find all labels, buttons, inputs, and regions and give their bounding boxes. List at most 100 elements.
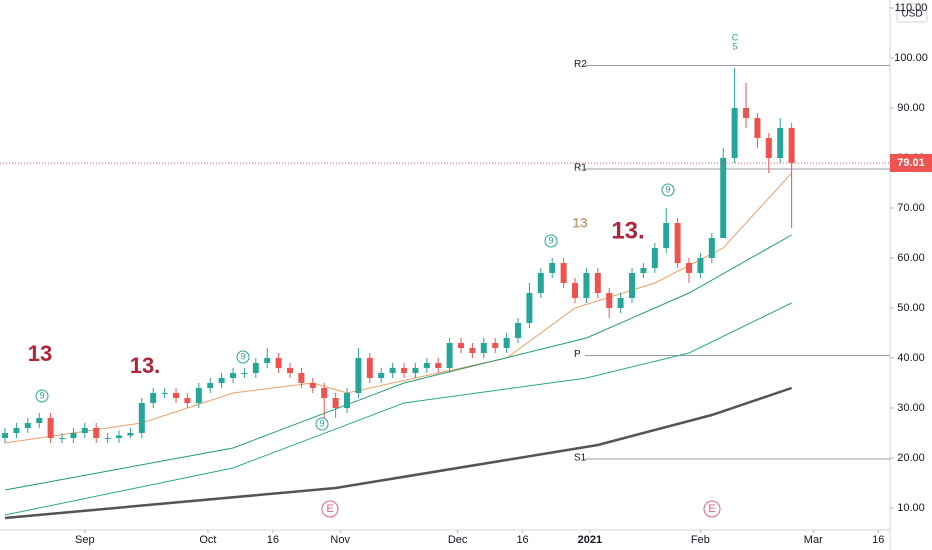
x-tick-label: Oct xyxy=(199,534,216,546)
candle-body xyxy=(777,128,784,158)
annotation: 9 xyxy=(240,351,245,361)
candle-body xyxy=(184,398,191,403)
annotation-circle xyxy=(35,389,49,403)
y-tick-label: 20.00 xyxy=(897,452,925,464)
last-price-label: 79.01 xyxy=(897,157,925,169)
pivot-label: P xyxy=(574,349,581,360)
candle-body xyxy=(207,383,214,388)
candle-body xyxy=(264,358,271,363)
candle-body xyxy=(127,433,134,436)
candle-body xyxy=(332,398,339,408)
candle-body xyxy=(480,343,487,353)
candle-body xyxy=(606,293,613,308)
candle-body xyxy=(492,343,499,348)
candle-body xyxy=(720,158,727,238)
candle-body xyxy=(230,373,237,378)
y-tick-label: 60.00 xyxy=(897,252,925,264)
candle-body xyxy=(321,388,328,398)
candle-body xyxy=(287,368,294,373)
currency-box[interactable] xyxy=(896,3,928,23)
annotation-circle xyxy=(321,500,339,518)
annotation: 9 xyxy=(319,418,324,428)
x-tick-label: Feb xyxy=(691,534,710,546)
candle-body xyxy=(594,273,601,293)
candle-body xyxy=(423,363,430,368)
annotation: 13 xyxy=(28,341,52,366)
candle-body xyxy=(617,298,624,308)
candle-body xyxy=(218,378,225,383)
candle-body xyxy=(469,348,476,353)
candle-body xyxy=(663,223,670,248)
candle-body xyxy=(104,438,111,439)
candle-body xyxy=(150,393,157,403)
candle-body xyxy=(81,428,88,433)
pivot-label: R1 xyxy=(574,163,587,174)
candle-body xyxy=(195,388,202,403)
candle-body xyxy=(651,248,658,268)
moving-average xyxy=(4,386,793,520)
annotation: 9 xyxy=(665,184,670,194)
annotation-circle xyxy=(661,183,675,197)
candle-body xyxy=(765,138,772,158)
candle-body xyxy=(298,373,305,383)
annotation-circle xyxy=(703,500,721,518)
annotation: E xyxy=(708,503,715,515)
last-price-box xyxy=(890,153,932,172)
x-tick-label: Dec xyxy=(448,534,468,546)
annotation: E xyxy=(326,503,333,515)
y-tick-label: 70.00 xyxy=(897,202,925,214)
candle-body xyxy=(36,418,43,423)
annotation: 9 xyxy=(548,235,553,245)
candle-body xyxy=(583,273,590,298)
candle-body xyxy=(686,263,693,273)
candle-body xyxy=(549,263,556,273)
candle-body xyxy=(572,283,579,298)
x-tick-label: Mar xyxy=(804,534,823,546)
candle-body xyxy=(560,263,567,283)
candle-body xyxy=(138,403,145,433)
x-tick-label: Sep xyxy=(75,534,95,546)
candle-body xyxy=(161,393,168,394)
candle-body xyxy=(389,368,396,373)
candle-body xyxy=(59,438,66,439)
x-tick-label: 16 xyxy=(516,534,528,546)
pivot-label: R2 xyxy=(574,59,587,70)
y-tick-label: 10.00 xyxy=(897,502,925,514)
candle-body xyxy=(252,363,259,373)
candle-body xyxy=(731,108,738,158)
candle-body xyxy=(344,393,351,408)
candle-body xyxy=(412,368,419,373)
candle-body xyxy=(446,343,453,368)
candle-body xyxy=(70,433,77,438)
candle-body xyxy=(697,258,704,273)
candle-body xyxy=(537,273,544,293)
annotation-circle xyxy=(236,350,250,364)
x-tick-label: Nov xyxy=(330,534,350,546)
candle-body xyxy=(355,358,362,393)
moving-average xyxy=(4,302,792,516)
candle-body xyxy=(629,273,636,298)
candle-body xyxy=(515,323,522,338)
y-tick-label: 30.00 xyxy=(897,402,925,414)
candle-body xyxy=(708,238,715,258)
x-tick-label: 16 xyxy=(872,534,884,546)
candle-body xyxy=(13,428,20,433)
y-tick-label: 90.00 xyxy=(897,102,925,114)
candle-body xyxy=(366,358,373,378)
candle-body xyxy=(275,358,282,368)
y-tick-label: 40.00 xyxy=(897,352,925,364)
candle-body xyxy=(401,368,408,373)
candle-body xyxy=(241,373,248,374)
candle-body xyxy=(2,433,9,438)
currency: USD xyxy=(901,9,922,20)
y-tick-label: 100.00 xyxy=(894,52,928,64)
x-tick-label: 2021 xyxy=(578,534,602,546)
candle-body xyxy=(640,268,647,273)
annotation: 5 xyxy=(732,41,737,51)
y-tick-label: 50.00 xyxy=(897,302,925,314)
candle-body xyxy=(309,383,316,388)
x-tick-label: 16 xyxy=(267,534,279,546)
candle-body xyxy=(93,428,100,438)
pivot-label: S1 xyxy=(574,453,587,464)
